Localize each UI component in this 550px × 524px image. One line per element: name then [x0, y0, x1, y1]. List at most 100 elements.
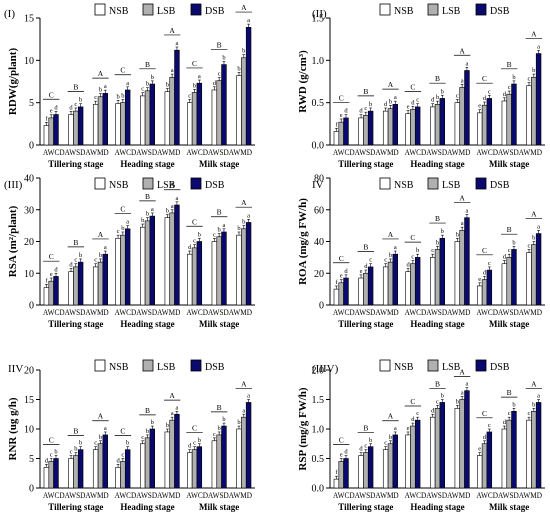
significance-letter: c	[508, 84, 511, 91]
group-letter: C	[120, 426, 125, 435]
significance-letter: a	[242, 407, 245, 414]
bar	[48, 280, 54, 306]
significance-letter: c	[416, 97, 419, 104]
stage-label: Heading stage	[410, 319, 464, 329]
bar	[196, 446, 203, 489]
y-axis-label: RSA (m²/plant)	[7, 205, 19, 277]
stage-label: Milk stage	[199, 502, 239, 512]
legend-swatch	[379, 3, 391, 16]
significance-letter: b	[198, 437, 201, 444]
group-letter: A	[531, 209, 537, 218]
bar	[43, 467, 50, 489]
treatment-axis-label: AWCDAWSDAWMD	[186, 148, 252, 157]
legend-label: DSB	[205, 180, 225, 191]
bar	[526, 252, 532, 306]
stage-label: Heading stage	[120, 159, 174, 169]
significance-letter: d	[213, 80, 217, 87]
treatment-axis-label: AWCDAWSDAWMD	[186, 491, 252, 500]
group-letter: C	[49, 252, 54, 261]
significance-letter: e	[478, 446, 481, 453]
group-letter: B	[507, 388, 512, 397]
bar	[526, 85, 532, 146]
legend-swatch	[379, 359, 391, 372]
group-letter: C	[339, 254, 344, 263]
significance-letter: d	[411, 99, 415, 106]
significance-letter: c	[213, 231, 216, 238]
significance-letter: a	[175, 195, 178, 202]
bar	[48, 117, 54, 146]
significance-letter: c	[436, 398, 439, 405]
significance-letter: b	[116, 93, 119, 100]
significance-letter: b	[79, 440, 82, 447]
treatment-axis-label: AWCDAWSDAWMD	[405, 491, 471, 500]
bar	[405, 113, 411, 146]
significance-letter: b	[121, 225, 124, 232]
significance-letter: c	[74, 101, 77, 108]
bar	[191, 92, 198, 146]
significance-letter: b	[441, 88, 444, 95]
significance-letter: b	[74, 446, 77, 453]
y-tick-label: 10	[24, 425, 34, 436]
bar	[73, 266, 79, 306]
legend-label: DSB	[490, 362, 510, 373]
bar	[535, 233, 542, 306]
group-letter: A	[98, 412, 104, 421]
bar	[140, 226, 146, 306]
bar	[343, 458, 349, 489]
significance-letter: a	[126, 80, 129, 87]
significance-letter: d	[503, 254, 507, 261]
significance-letter: c	[528, 242, 531, 249]
bar	[392, 104, 398, 146]
group-letter: A	[459, 46, 465, 55]
legend-swatch	[94, 177, 106, 190]
bar	[486, 431, 493, 489]
bar	[120, 234, 126, 306]
bar	[477, 112, 483, 146]
bar	[459, 399, 465, 489]
significance-letter: b	[218, 425, 221, 432]
legend-label: LSB	[442, 180, 461, 191]
bar	[144, 437, 151, 489]
y-tick-label: 20	[314, 269, 324, 280]
significance-letter: b	[79, 252, 82, 259]
significance-letter: b	[237, 225, 240, 232]
y-tick-label: 0	[29, 484, 34, 495]
significance-letter: c	[74, 257, 77, 264]
bar	[439, 238, 445, 306]
bar	[382, 449, 389, 489]
y-tick-label: 0.5	[312, 98, 325, 109]
group-letter: A	[98, 69, 104, 78]
significance-letter: e	[407, 103, 410, 110]
significance-letter: d	[69, 104, 73, 111]
bar	[149, 428, 155, 489]
legend-swatch	[190, 3, 202, 16]
significance-letter: b	[441, 393, 444, 400]
group-letter: B	[435, 379, 440, 388]
bar	[358, 455, 364, 489]
bar	[429, 416, 436, 489]
significance-letter: c	[364, 443, 367, 450]
bar	[164, 217, 171, 306]
significance-letter: b	[242, 219, 245, 226]
y-tick-label: 20	[24, 237, 34, 248]
bar	[102, 253, 108, 306]
bar	[464, 217, 470, 306]
group-letter: C	[192, 424, 197, 433]
significance-letter: d	[54, 266, 58, 273]
y-tick-label: 0	[29, 301, 34, 312]
stage-label: Tillering stage	[48, 159, 103, 169]
significance-letter: d	[188, 244, 192, 251]
bar	[187, 452, 193, 489]
group-letter: A	[459, 367, 465, 376]
legend-label: DSB	[205, 362, 225, 373]
legend-label: NSB	[394, 6, 414, 17]
significance-letter: b	[436, 94, 439, 101]
bar	[439, 98, 445, 146]
significance-letter: b	[389, 252, 392, 259]
bar	[216, 434, 222, 489]
significance-letter: a	[104, 83, 107, 90]
group-letter: C	[339, 435, 344, 444]
group-letter: B	[435, 214, 440, 223]
stage-label: Milk stage	[489, 319, 529, 329]
